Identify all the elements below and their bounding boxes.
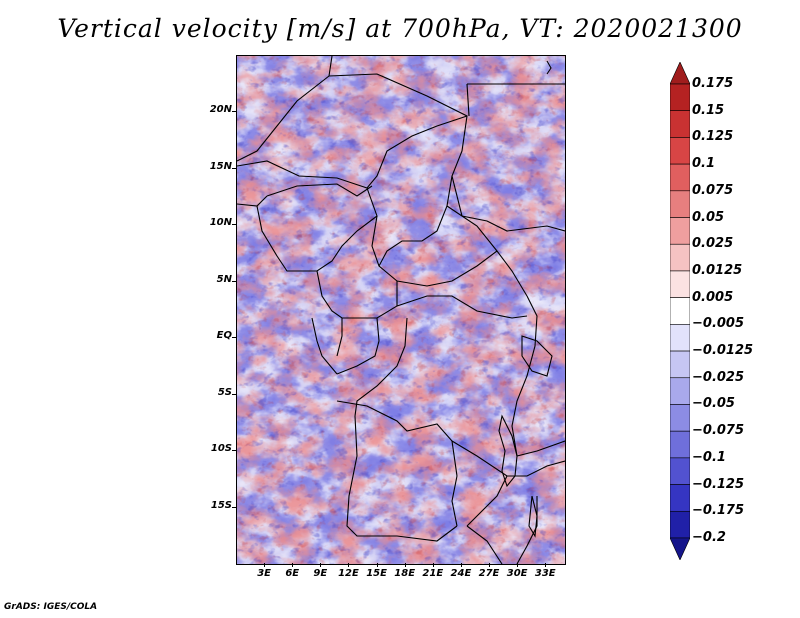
latitude-label: 20N: [209, 104, 232, 116]
colorbar-swatch: [670, 484, 690, 512]
colorbar-swatch: [670, 430, 690, 459]
longitude-label: 18E: [394, 568, 416, 579]
colorbar-swatch: [670, 404, 690, 432]
colorbar-label: 0.075: [692, 182, 734, 198]
latitude-label: 10S: [210, 443, 232, 455]
colorbar-label: −0.125: [692, 476, 745, 492]
vertical-velocity-field: [237, 56, 565, 564]
colorbar-swatch: [670, 62, 690, 85]
longitude-tick: [292, 563, 294, 567]
colorbar-label: −0.175: [692, 503, 745, 519]
colorbar-label: 0.005: [692, 289, 734, 305]
latitude-tick: [232, 280, 236, 282]
colorbar-label: −0.05: [692, 396, 735, 412]
longitude-tick: [432, 563, 434, 567]
colorbar-swatch: [670, 350, 690, 379]
colorbar-label: 0.125: [692, 129, 734, 145]
colorbar-label: −0.2: [692, 530, 726, 545]
longitude-label: 21E: [422, 568, 444, 579]
longitude-tick: [348, 563, 350, 567]
latitude-tick: [232, 506, 236, 508]
longitude-tick: [264, 563, 266, 567]
longitude-tick: [460, 563, 462, 567]
longitude-tick: [320, 563, 322, 567]
latitude-label: EQ: [216, 330, 232, 342]
longitude-tick: [376, 563, 378, 567]
colorbar-label: 0.0125: [692, 262, 743, 278]
latitude-label: 15N: [209, 160, 232, 172]
map-title: Vertical velocity [m/s] at 700hPa, VT: 2…: [57, 14, 743, 43]
colorbar-label: 0.1: [692, 156, 716, 172]
colorbar-swatch: [670, 510, 690, 539]
latitude-tick: [232, 393, 236, 395]
colorbar-swatch: [670, 270, 690, 298]
colorbar-swatch: [670, 377, 690, 405]
colorbar: [670, 62, 690, 560]
colorbar-swatch: [670, 83, 690, 112]
colorbar-label: 0.025: [692, 236, 734, 252]
latitude-label: 15S: [210, 499, 232, 511]
longitude-label: 30E: [506, 568, 528, 579]
colorbar-swatch: [670, 324, 690, 352]
colorbar-label: 0.175: [692, 76, 734, 91]
colorbar-swatch: [670, 217, 690, 245]
latitude-tick: [232, 224, 236, 226]
colorbar-label: −0.0125: [692, 343, 754, 359]
longitude-tick: [545, 563, 547, 567]
latitude-label: 5S: [217, 386, 232, 398]
longitude-label: 3E: [257, 568, 271, 579]
latitude-tick: [232, 111, 236, 113]
latitude-tick: [232, 337, 236, 339]
longitude-label: 33E: [534, 568, 556, 579]
longitude-label: 15E: [366, 568, 387, 579]
longitude-tick: [489, 563, 491, 567]
colorbar-label: −0.025: [692, 369, 745, 385]
latitude-tick: [232, 450, 236, 452]
colorbar-label: 0.05: [692, 209, 725, 225]
longitude-label: 27E: [478, 568, 500, 579]
colorbar-swatch: [670, 243, 690, 272]
colorbar-swatch: [670, 110, 690, 138]
latitude-tick: [232, 167, 236, 169]
longitude-tick: [404, 563, 406, 567]
colorbar-swatch: [670, 457, 690, 485]
longitude-label: 6E: [285, 568, 300, 579]
colorbar-swatch: [670, 163, 690, 192]
country-borders: [237, 56, 565, 564]
colorbar-label: −0.005: [692, 316, 745, 332]
grads-credit: GrADS: IGES/COLA: [4, 602, 98, 612]
colorbar-swatch: [670, 137, 690, 165]
colorbar-swatch: [670, 190, 690, 218]
longitude-tick: [517, 563, 519, 567]
colorbar-swatch: [670, 297, 690, 325]
colorbar-label: 0.15: [692, 102, 725, 118]
latitude-label: 10N: [209, 217, 232, 229]
colorbar-label: −0.1: [692, 449, 726, 465]
longitude-label: 12E: [338, 568, 359, 579]
map-panel: [236, 55, 566, 565]
colorbar-label: −0.075: [692, 423, 745, 439]
longitude-label: 9E: [313, 568, 328, 579]
field-strong-ascent-layer: [237, 56, 565, 564]
latitude-label: 5N: [216, 273, 232, 285]
colorbar-swatch: [670, 537, 690, 560]
longitude-label: 24E: [450, 568, 472, 579]
